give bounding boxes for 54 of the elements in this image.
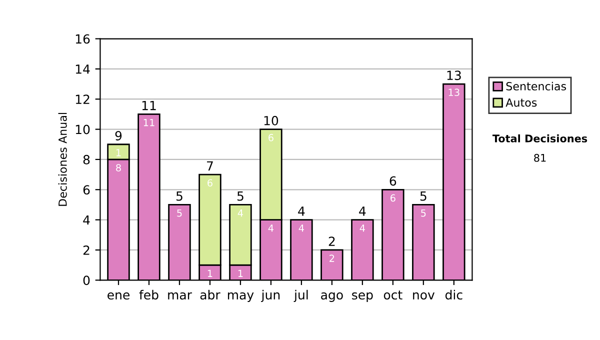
y-tick-label: 2 [83, 245, 90, 255]
total-label: 9 [115, 130, 122, 140]
data-label: 11 [144, 118, 154, 126]
total-label: 10 [264, 116, 278, 126]
y-tick-label: 14 [76, 64, 90, 74]
data-label: 5 [421, 210, 426, 217]
data-label: 1 [208, 270, 212, 277]
y-tick-label: 0 [83, 276, 90, 286]
x-tick-label: feb [139, 290, 158, 300]
total-label: 13 [447, 70, 461, 80]
y-tick-label: 4 [83, 215, 90, 225]
data-label: 6 [208, 179, 212, 187]
y-tick-label: 8 [83, 154, 90, 164]
legend-label: Sentencias [506, 82, 566, 90]
total-label: 5 [420, 192, 426, 201]
total-label: 5 [176, 192, 182, 201]
text: Total Decisiones [492, 134, 588, 142]
total-label: 6 [390, 176, 396, 186]
x-tick-label: nov [413, 292, 435, 300]
legend-label: Autos [506, 98, 537, 107]
total-label: 5 [237, 192, 244, 201]
x-tick-label: jul [294, 290, 308, 302]
data-label: 4 [298, 224, 304, 232]
total-label: 4 [359, 206, 366, 216]
data-label: 6 [390, 194, 396, 202]
total-label: 2 [328, 236, 335, 246]
y-tick-label: 6 [83, 185, 90, 195]
x-tick-label: dic [445, 290, 462, 300]
x-tick-label: ago [321, 292, 343, 302]
text: 81 [534, 154, 546, 162]
y-axis-title: Decisiones Anual [58, 112, 67, 206]
total-label: 11 [142, 100, 156, 110]
total-label: 4 [298, 206, 305, 216]
y-tick-label: 10 [76, 124, 90, 134]
data-label: 4 [238, 210, 244, 217]
data-label: 2 [330, 254, 334, 262]
data-label: 1 [238, 270, 243, 277]
x-tick-label: abr [200, 290, 220, 300]
x-tick-label: oct [384, 290, 402, 300]
data-label: 6 [268, 134, 274, 142]
x-tick-label: mar [168, 292, 192, 300]
y-tick-label: 16 [76, 34, 90, 44]
x-tick-label: ene [108, 292, 130, 300]
data-label: 5 [177, 210, 182, 217]
x-tick-label: may [228, 292, 254, 302]
x-tick-label: jun [261, 290, 280, 302]
data-label: 8 [116, 164, 121, 172]
data-label: 13 [448, 88, 460, 96]
total-label: 7 [207, 161, 213, 170]
data-label: 4 [268, 224, 274, 232]
y-tick-label: 12 [76, 94, 90, 104]
data-label: 4 [360, 224, 365, 232]
data-label: 1 [116, 149, 121, 156]
x-tick-label: sep [352, 292, 373, 302]
